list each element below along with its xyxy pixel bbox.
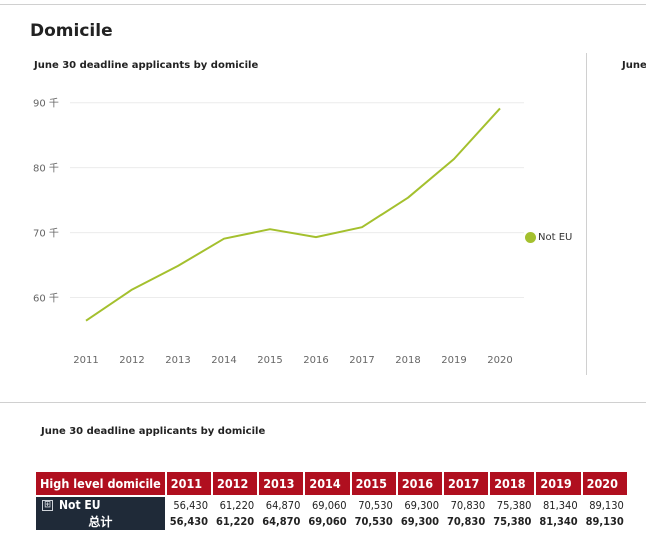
- table-row: ⊞ Not EU 56,430 61,220 64,870 69,060 70,530 69…: [36, 497, 627, 513]
- panel-divider: [586, 53, 587, 375]
- header-year[interactable]: 2016: [397, 472, 443, 497]
- section-title: Domicile: [30, 21, 113, 41]
- table-cell: 56,430: [173, 498, 208, 512]
- data-point[interactable]: [175, 263, 181, 269]
- header-year[interactable]: 2014: [305, 472, 350, 497]
- total-cell: 64,870: [262, 515, 301, 528]
- y-tick-label: 80 千: [33, 163, 59, 175]
- right-chart-title: June: [622, 60, 646, 71]
- header-year[interactable]: 2015: [351, 472, 396, 497]
- header-year[interactable]: 2019: [536, 472, 581, 497]
- series-line-not-eu[interactable]: [85, 107, 501, 322]
- header-year[interactable]: 2018: [490, 472, 535, 497]
- row-label-not-eu[interactable]: ⊞ Not EU: [36, 497, 165, 513]
- y-axis-ticks: 60 千 70 千 80 千 90 千: [33, 98, 59, 305]
- data-point[interactable]: [267, 226, 273, 232]
- x-tick-label: 2012: [119, 355, 144, 366]
- table-title: June 30 deadline applicants by domicile: [41, 426, 266, 437]
- x-tick-label: 2020: [487, 355, 512, 366]
- data-point[interactable]: [129, 287, 135, 293]
- table-cell: 89,130: [589, 498, 624, 512]
- total-cell: 70,830: [447, 515, 486, 528]
- data-point[interactable]: [451, 156, 457, 162]
- header-domicile[interactable]: High level domicile: [36, 472, 165, 497]
- x-tick-label: 2019: [441, 355, 466, 366]
- header-year[interactable]: 2020: [582, 472, 627, 497]
- table-cell: 70,830: [450, 498, 486, 512]
- x-tick-label: 2018: [395, 355, 420, 366]
- total-cell: 89,130: [585, 515, 624, 528]
- chart-title: June 30 deadline applicants by domicile: [34, 60, 259, 71]
- y-tick-label: 60 千: [33, 293, 59, 305]
- legend-label: Not EU: [538, 232, 573, 243]
- x-tick-label: 2016: [303, 355, 328, 366]
- x-axis-ticks: 2011 2012 2013 2014 2015 2016 2017 2018 2019 2020: [73, 355, 512, 366]
- data-point[interactable]: [405, 195, 411, 201]
- table-cell: 81,340: [543, 498, 578, 512]
- data-point[interactable]: [83, 318, 89, 324]
- header-year[interactable]: 2011: [166, 472, 211, 497]
- data-point[interactable]: [221, 236, 227, 242]
- total-cell: 69,060: [308, 515, 347, 528]
- total-cell: 69,300: [400, 515, 440, 528]
- x-tick-label: 2013: [165, 355, 190, 366]
- total-cell: 81,340: [539, 515, 578, 528]
- data-point[interactable]: [497, 105, 503, 111]
- table-cell: 69,060: [311, 498, 347, 512]
- header-year[interactable]: 2013: [259, 472, 304, 497]
- total-label: 总计: [36, 513, 165, 530]
- x-tick-label: 2011: [73, 355, 98, 366]
- y-tick-label: 70 千: [33, 228, 59, 240]
- header-year[interactable]: 2017: [444, 472, 489, 497]
- legend-marker: [525, 232, 536, 243]
- line-chart: 60 千70 千80 千90 千 2011 2012 2013 2014 2015 201…: [33, 98, 524, 366]
- x-tick-label: 2014: [211, 355, 236, 366]
- y-tick-label: 90 千: [33, 98, 59, 110]
- total-cell: 75,380: [493, 515, 532, 528]
- expand-icon[interactable]: ⊞: [42, 500, 53, 511]
- data-point[interactable]: [359, 224, 365, 230]
- total-cell: 56,430: [169, 515, 208, 528]
- row-label-text: Not EU: [59, 498, 101, 512]
- data-table: High level domicile 2011 2012 2013 2014 2015…: [34, 472, 629, 530]
- total-cell: 70,530: [354, 515, 393, 528]
- table-total-row: 总计 56,430 61,220 64,870 69,060 70,530 69,300 7…: [36, 513, 627, 530]
- total-cell: 61,220: [216, 515, 255, 528]
- legend[interactable]: Not EU: [525, 232, 572, 243]
- table-header-row: High level domicile 2011 2012 2013 2014 2015…: [36, 472, 627, 497]
- header-year[interactable]: 2012: [213, 472, 258, 497]
- table-cell: 69,300: [404, 498, 440, 512]
- top-divider: [0, 4, 646, 5]
- table-cell: 70,530: [358, 498, 393, 512]
- table-cell: 64,870: [265, 498, 301, 512]
- table-cell: 75,380: [496, 498, 532, 512]
- table-cell: 61,220: [219, 498, 255, 512]
- data-point[interactable]: [313, 234, 319, 240]
- mid-divider: [0, 402, 646, 403]
- gridlines: [70, 102, 524, 299]
- x-tick-label: 2015: [257, 355, 282, 366]
- series-layer: [83, 105, 503, 324]
- x-tick-label: 2017: [349, 355, 374, 366]
